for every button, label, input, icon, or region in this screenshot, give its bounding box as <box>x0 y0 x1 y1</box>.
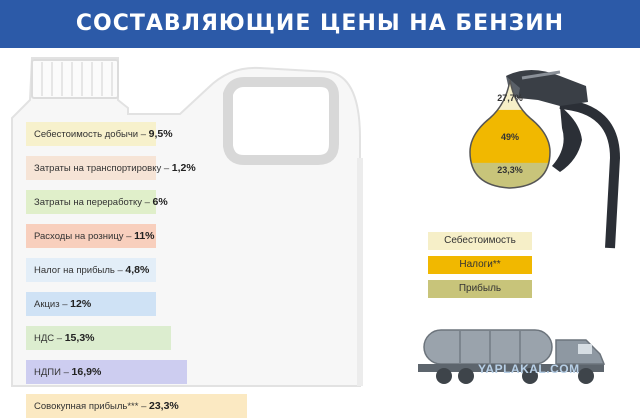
bar-label: Затраты на транспортировку – 1,2% <box>34 162 196 174</box>
bar-label: НДПИ – 16,9% <box>34 366 102 378</box>
truck-wheel <box>578 368 594 384</box>
bar-category: Себестоимость добычи <box>34 129 139 140</box>
legend-item-3: Прибыль <box>428 280 532 298</box>
pie-value-label: 49% <box>500 132 519 143</box>
bar-category: Налог на прибыль <box>34 265 115 276</box>
truck-wheel <box>436 368 452 384</box>
bar-label: Расходы на розницу – 11% <box>34 230 155 242</box>
bar-label: Себестоимость добычи – 9,5% <box>34 128 173 140</box>
bar-4 <box>26 224 156 248</box>
nozzle-trigger <box>552 106 582 172</box>
bar-value-label: 1,2% <box>171 162 196 174</box>
bar-category: Затраты на транспортировку <box>34 163 162 174</box>
bar-value-label: 4,8% <box>125 264 150 276</box>
pie-value-label: 27,7% <box>497 92 523 103</box>
tanker-truck-icon <box>418 329 606 384</box>
bar-category: НДПИ <box>34 367 61 378</box>
truck-tank <box>423 329 553 365</box>
nozzle-hose <box>559 99 621 249</box>
bar-category: НДС <box>34 333 55 344</box>
bar-3 <box>26 190 156 214</box>
legend-item-2: Налоги** <box>428 256 532 274</box>
nozzle-body <box>506 70 588 106</box>
bar-value-label: 16,9% <box>71 366 102 378</box>
bar-7 <box>26 326 172 350</box>
bar-label: Налог на прибыль – 4,8% <box>34 264 150 276</box>
truck-chassis <box>418 364 604 372</box>
bar-category: Затраты на переработку <box>34 197 142 208</box>
bar-2 <box>26 156 156 180</box>
bar-value-label: 15,3% <box>64 332 95 344</box>
bar-value-label: 23,3% <box>149 400 179 412</box>
bar-value-label: 6% <box>152 196 168 208</box>
bar-value-label: 9,5% <box>148 128 173 140</box>
bar-8 <box>26 360 187 384</box>
fuel-nozzle-illustration <box>469 70 621 249</box>
truck-wheel <box>522 368 538 384</box>
canister-handle <box>223 77 339 165</box>
fuel-drop-outline <box>469 79 551 189</box>
canister-cap-ribs <box>41 62 113 96</box>
canister-cap <box>31 59 119 99</box>
bar-category: Расходы на розницу <box>34 231 124 242</box>
bar-label: НДС – 15,3% <box>34 332 95 344</box>
bar-6 <box>26 292 156 316</box>
bar-category: Совокупная прибыль*** <box>34 401 139 412</box>
bar-value-label: 12% <box>70 298 92 310</box>
truck-window <box>578 344 592 354</box>
pie-value-label: 23,3% <box>497 165 523 176</box>
header-banner: СОСТАВЛЯЮЩИЕ ЦЕНЫ НА БЕНЗИН <box>0 0 640 48</box>
legend-item-1: Себестоимость <box>428 232 532 250</box>
truck-wheel <box>458 368 474 384</box>
bar-label: Совокупная прибыль*** – 23,3% <box>34 400 179 412</box>
bar-label: Акциз – 12% <box>34 298 92 310</box>
bar-label: Затраты на переработку – 6% <box>34 196 168 208</box>
bar-value-label: 11% <box>134 230 155 242</box>
truck-tank-rings <box>459 331 521 363</box>
page-title: СОСТАВЛЯЮЩИЕ ЦЕНЫ НА БЕНЗИН <box>75 11 565 36</box>
cost-bar-chart: Себестоимость добычи – 9,5% Затраты на тр… <box>26 122 248 418</box>
bar-5 <box>26 258 156 282</box>
bar-category: Акциз <box>34 299 60 310</box>
nozzle-highlight <box>521 70 561 80</box>
bar-1 <box>26 122 156 146</box>
watermark: YAPLAKAL.COM <box>478 362 580 376</box>
